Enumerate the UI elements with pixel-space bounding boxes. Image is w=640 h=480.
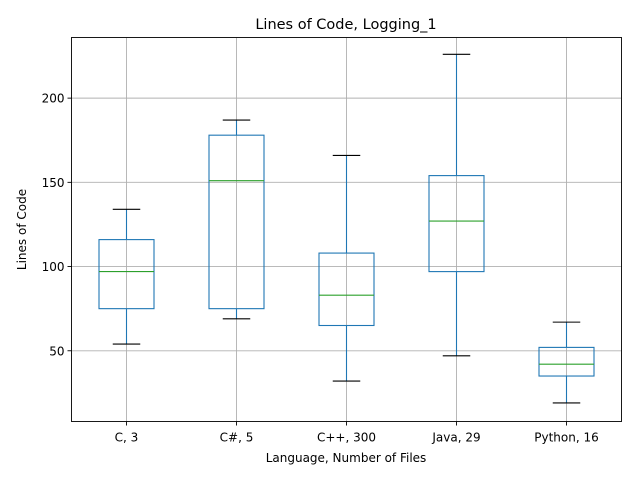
y-tick-label: 200 xyxy=(42,92,65,106)
x-axis-label: Language, Number of Files xyxy=(266,451,427,465)
box-group xyxy=(538,321,595,404)
x-tick-label: C#, 5 xyxy=(220,431,254,445)
x-tick-label: C++, 300 xyxy=(317,431,376,445)
box-group xyxy=(98,208,155,345)
iqr-box xyxy=(318,252,375,327)
y-tick-label: 50 xyxy=(49,344,64,358)
tick-labels: 50 100 150 200 C, 3 C#, 5 C++, 300 Java, 29 Pyth… xyxy=(42,92,599,445)
y-tick-label: 100 xyxy=(42,260,65,274)
boxes xyxy=(98,53,595,404)
box-group xyxy=(208,119,265,320)
y-tick-label: 150 xyxy=(42,176,65,190)
iqr-box xyxy=(98,239,155,310)
chart-title: Lines of Code, Logging_1 xyxy=(255,17,436,33)
y-axis-label: Lines of Code xyxy=(15,189,29,270)
box-group xyxy=(318,154,375,382)
x-tick-label: Java, 29 xyxy=(431,431,480,445)
iqr-box xyxy=(538,346,595,377)
iqr-box xyxy=(428,175,485,273)
box-group xyxy=(428,53,485,357)
x-tick-label: C, 3 xyxy=(115,431,139,445)
iqr-box xyxy=(208,134,265,310)
x-tick-label: Python, 16 xyxy=(534,431,599,445)
